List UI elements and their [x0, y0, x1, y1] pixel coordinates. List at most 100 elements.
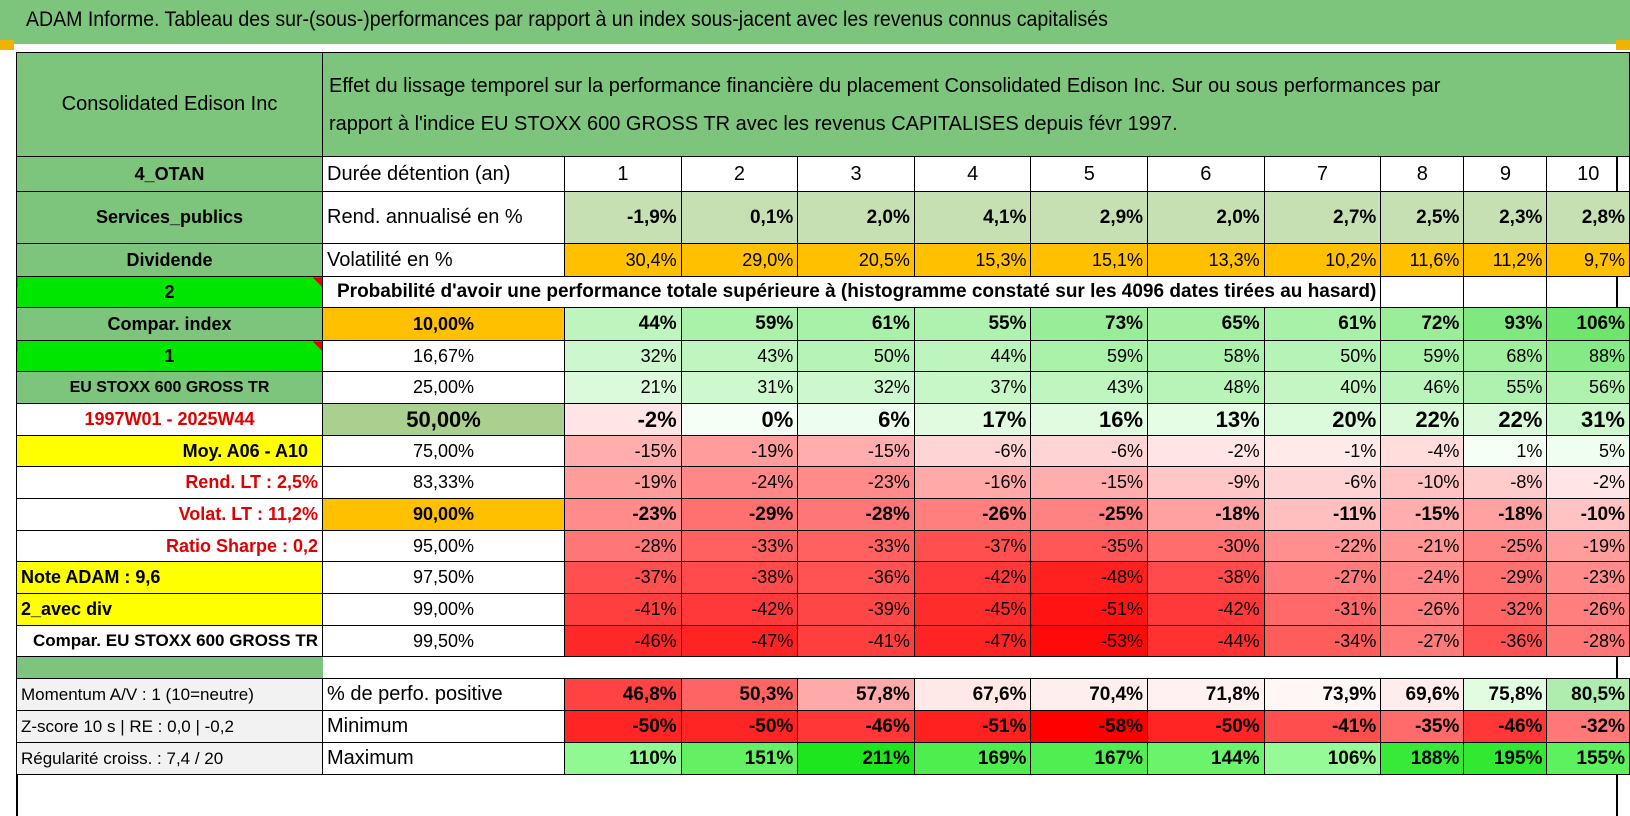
year-header: 3 [797, 156, 915, 192]
probability-value: -24% [680, 466, 799, 499]
rend-value: 2,0% [1147, 191, 1265, 244]
rend-value: 2,5% [1380, 191, 1465, 244]
maximum-value: 195% [1463, 742, 1548, 775]
probability-value: -6% [1263, 466, 1382, 499]
one-label: 1 [16, 340, 323, 372]
probability-value: -30% [1147, 530, 1265, 562]
gap-cell [914, 657, 1031, 679]
perfo-pos-row: Momentum A/V : 1 (10=neutre)% de perfo. … [16, 678, 1630, 711]
note-label: Note ADAM : 9,6 [16, 561, 323, 594]
report-title: ADAM Informe. Tableau des sur-(sous-)per… [26, 8, 1108, 31]
probability-value: -26% [1546, 593, 1630, 626]
probability-value: -25% [1463, 530, 1548, 562]
gap-cell [798, 657, 915, 679]
minimum-value: -50% [564, 710, 682, 743]
probability-value: 21% [564, 371, 682, 404]
probability-value: -35% [1030, 530, 1149, 562]
quantile-value: 16,67% [321, 340, 566, 372]
year-header: 9 [1463, 156, 1548, 192]
quantile-value: 99,50% [321, 625, 566, 657]
quantile-value: 95,00% [321, 530, 566, 562]
probability-value: 61% [797, 307, 915, 341]
probability-value: 46% [1380, 371, 1465, 404]
probability-value: -47% [913, 625, 1032, 657]
corner-marker-right [1616, 40, 1630, 50]
rend-lt-label: Rend. LT : 2,5% [16, 466, 323, 499]
probability-value: -10% [1380, 466, 1465, 499]
probability-value: -41% [797, 625, 915, 657]
year-header: 10 [1546, 156, 1630, 192]
header-row: Consolidated Edison Inc Effet du lissage… [16, 52, 1630, 157]
performance-table: Consolidated Edison Inc Effet du lissage… [16, 52, 1630, 775]
probability-value: 31% [680, 371, 799, 404]
moy-label: Moy. A06 - A10 [16, 435, 323, 467]
probability-value: -27% [1380, 625, 1465, 657]
probability-value: 55% [913, 307, 1032, 341]
gap-row [16, 656, 1630, 679]
year-header: 2 [680, 156, 799, 192]
year-header: 1 [564, 156, 682, 192]
probability-value: 20% [1263, 403, 1382, 436]
probability-value: -27% [1263, 561, 1382, 594]
maximum-value: 188% [1380, 742, 1465, 775]
rend-value: 2,9% [1030, 191, 1149, 244]
volat-lt-label: Volat. LT : 11,2% [16, 498, 323, 531]
probability-value: -16% [913, 466, 1032, 499]
volat-value: 11,6% [1380, 243, 1465, 277]
quantile-row: Note ADAM : 9,6 97,50% -37% -38% -36% -42% -48… [16, 561, 1630, 594]
duration-label: Durée détention (an) [321, 156, 566, 192]
perfo_pos-value: 80,5% [1546, 678, 1630, 711]
probability-value: -42% [680, 593, 799, 626]
minimum-value: -58% [1030, 710, 1149, 743]
minimum-value: -41% [1263, 710, 1382, 743]
minimum-value: -32% [1546, 710, 1630, 743]
probability-value: -36% [1463, 625, 1548, 657]
zscore-label: Z-score 10 s | RE : 0,0 | -0,2 [16, 710, 323, 743]
volat-label: Volatilité en % [321, 243, 566, 277]
probability-value: -18% [1147, 498, 1265, 531]
gap-cell [1264, 657, 1381, 679]
maximum-value: 211% [797, 742, 915, 775]
dividend-label: Dividende [16, 243, 323, 277]
perfo_pos-value: 73,9% [1263, 678, 1382, 711]
two-label: 2 [16, 276, 323, 308]
probability-value: 65% [1147, 307, 1265, 341]
quantile-value: 83,33% [321, 466, 566, 499]
probability-value: -19% [680, 435, 799, 467]
probability-value: -25% [1030, 498, 1149, 531]
probability-value: -42% [1147, 593, 1265, 626]
probability-value: 32% [564, 340, 682, 372]
perfo_pos-label: % de perfo. positive [321, 678, 566, 711]
minimum-value: -35% [1380, 710, 1465, 743]
volat-value: 9,7% [1546, 243, 1630, 277]
probability-value: -38% [1147, 561, 1265, 594]
probability-value: 106% [1546, 307, 1630, 341]
probability-value: -22% [1263, 530, 1382, 562]
probability-value: -15% [1380, 498, 1465, 531]
empty-cell [1463, 276, 1548, 308]
probability-value: -23% [1546, 561, 1630, 594]
probability-value: 73% [1030, 307, 1149, 341]
probability-value: -15% [797, 435, 915, 467]
minimum-value: -50% [680, 710, 799, 743]
probability-value: -19% [564, 466, 682, 499]
probability-value: 93% [1463, 307, 1548, 341]
quantile-value: 50,00% [321, 403, 566, 436]
quantile-row: Compar. EU STOXX 600 GROSS TR 99,50% -46% -… [16, 625, 1630, 657]
rend-value: 2,3% [1463, 191, 1548, 244]
probability-value: 31% [1546, 403, 1630, 436]
year-header: 8 [1380, 156, 1465, 192]
description-line1: Effet du lissage temporel sur la perform… [329, 74, 1441, 97]
probability-value: 22% [1380, 403, 1465, 436]
title-bar: ADAM Informe. Tableau des sur-(sous-)per… [0, 0, 1630, 44]
compar-index-label: Compar. index [16, 307, 323, 341]
perfo_pos-value: 69,6% [1380, 678, 1465, 711]
minimum-value: -46% [797, 710, 915, 743]
maximum-value: 169% [913, 742, 1032, 775]
probability-value: -28% [1546, 625, 1630, 657]
probability-value: 44% [564, 307, 682, 341]
probability-value: -53% [1030, 625, 1149, 657]
probability-value: -11% [1263, 498, 1382, 531]
description-line2: rapport à l'indice EU STOXX 600 GROSS TR… [329, 112, 1178, 135]
probability-value: 88% [1546, 340, 1630, 372]
